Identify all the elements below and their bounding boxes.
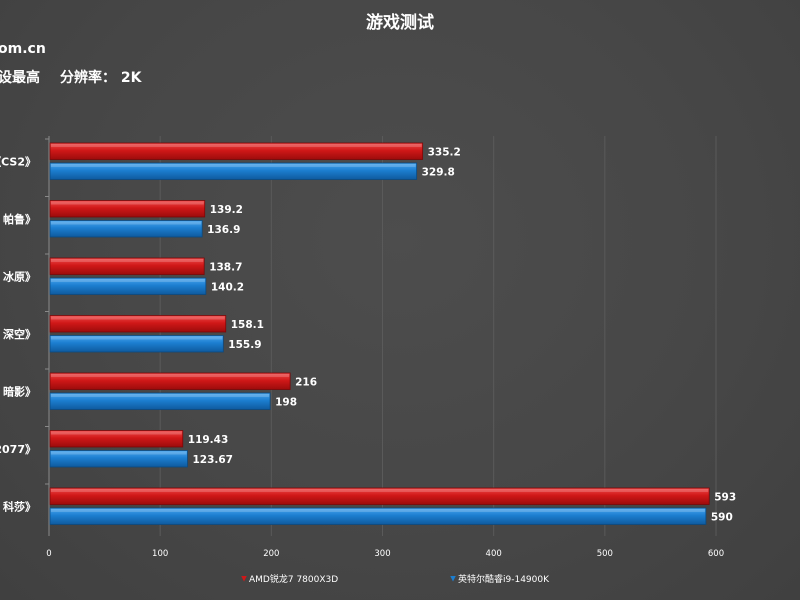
axis-layer: 0 100 200 300 400 500 600 《CS2》帕鲁》冰原》深空》暗影》 2077… [0,136,724,559]
bar-highlight [51,201,204,205]
category-label: 冰原》 [3,269,36,283]
data-label: 329.8 [422,166,455,178]
bar-highlight [51,144,422,147]
legend-label-series-a: AMD锐龙7 7800X3D [249,575,339,585]
settings-label: 设最高 [0,70,40,86]
bar-highlight [51,279,205,282]
resolution-value: 2K [120,70,142,86]
data-label: 335.2 [428,146,461,158]
chart-title: 游戏测试 [366,13,434,33]
bar-series-a [49,430,184,448]
grid-layer [159,136,717,536]
bar-series-b [49,220,203,238]
bar-series-b [49,335,224,353]
bar-series-a [49,372,291,390]
bar-series-a [49,257,205,275]
legend-item-series-a: AMD锐龙7 7800X3D [241,572,338,585]
bar-series-b [49,507,707,525]
data-label: 139.2 [210,204,243,216]
x-tick-label: 0 [46,549,51,559]
legend-swatch-red [241,575,247,582]
data-label: 590 [711,511,733,523]
category-label: 帕鲁》 [3,212,36,226]
data-label: 119.43 [188,434,229,446]
data-label: 216 [295,376,317,388]
category-label: 暗影》 [3,384,36,398]
data-label: 140.2 [211,281,244,293]
data-label: 593 [714,491,736,503]
bar-layer [49,142,710,525]
x-tick-label: 600 [708,549,724,559]
bar-highlight [51,336,223,340]
bar-series-a [49,487,710,505]
data-label: 138.7 [209,261,242,273]
bar-highlight [51,316,225,320]
bar-highlight [51,451,187,455]
category-label: 2077》 [0,443,36,456]
data-label: 155.9 [228,339,261,351]
bar-highlight [51,394,270,397]
bar-highlight [51,259,204,262]
label-layer: 335.2 139.2 138.7 158.1 216 119.43 593 329.8 136… [188,146,736,523]
bar-series-a [49,315,227,333]
x-tick-label: 500 [597,549,613,559]
bar-series-b [49,277,207,295]
bar-series-a [49,200,206,218]
bar-highlight [51,164,416,167]
bar-series-b [49,392,271,410]
legend-item-series-b: 英特尔酷睿i9-14900K [450,572,549,585]
bar-highlight [51,431,182,435]
x-tick-label: 200 [263,549,279,559]
x-tick-label: 300 [374,549,390,559]
bar-series-b [49,450,188,468]
bar-series-b [49,162,418,180]
bar-series-a [49,142,424,160]
x-tick-label: 100 [152,549,168,559]
bar-highlight [51,489,709,492]
bar-highlight [51,221,202,225]
source-text: om.cn [0,41,46,57]
category-label: 《CS2》 [0,155,36,168]
bar-highlight [51,374,290,377]
bar-highlight [51,509,705,512]
data-label: 136.9 [207,224,240,236]
resolution-label: 分辨率： [60,70,116,86]
legend-swatch-blue [450,575,456,582]
category-label: 深空》 [3,327,36,341]
category-label: 科莎》 [3,499,36,513]
data-label: 158.1 [231,319,264,331]
legend-label-series-b: 英特尔酷睿i9-14900K [458,575,550,585]
data-label: 198 [275,396,297,408]
x-tick-label: 400 [486,549,502,559]
settings-line: 设最高 分辨率： 2K [0,67,141,87]
data-label: 123.67 [192,454,233,466]
